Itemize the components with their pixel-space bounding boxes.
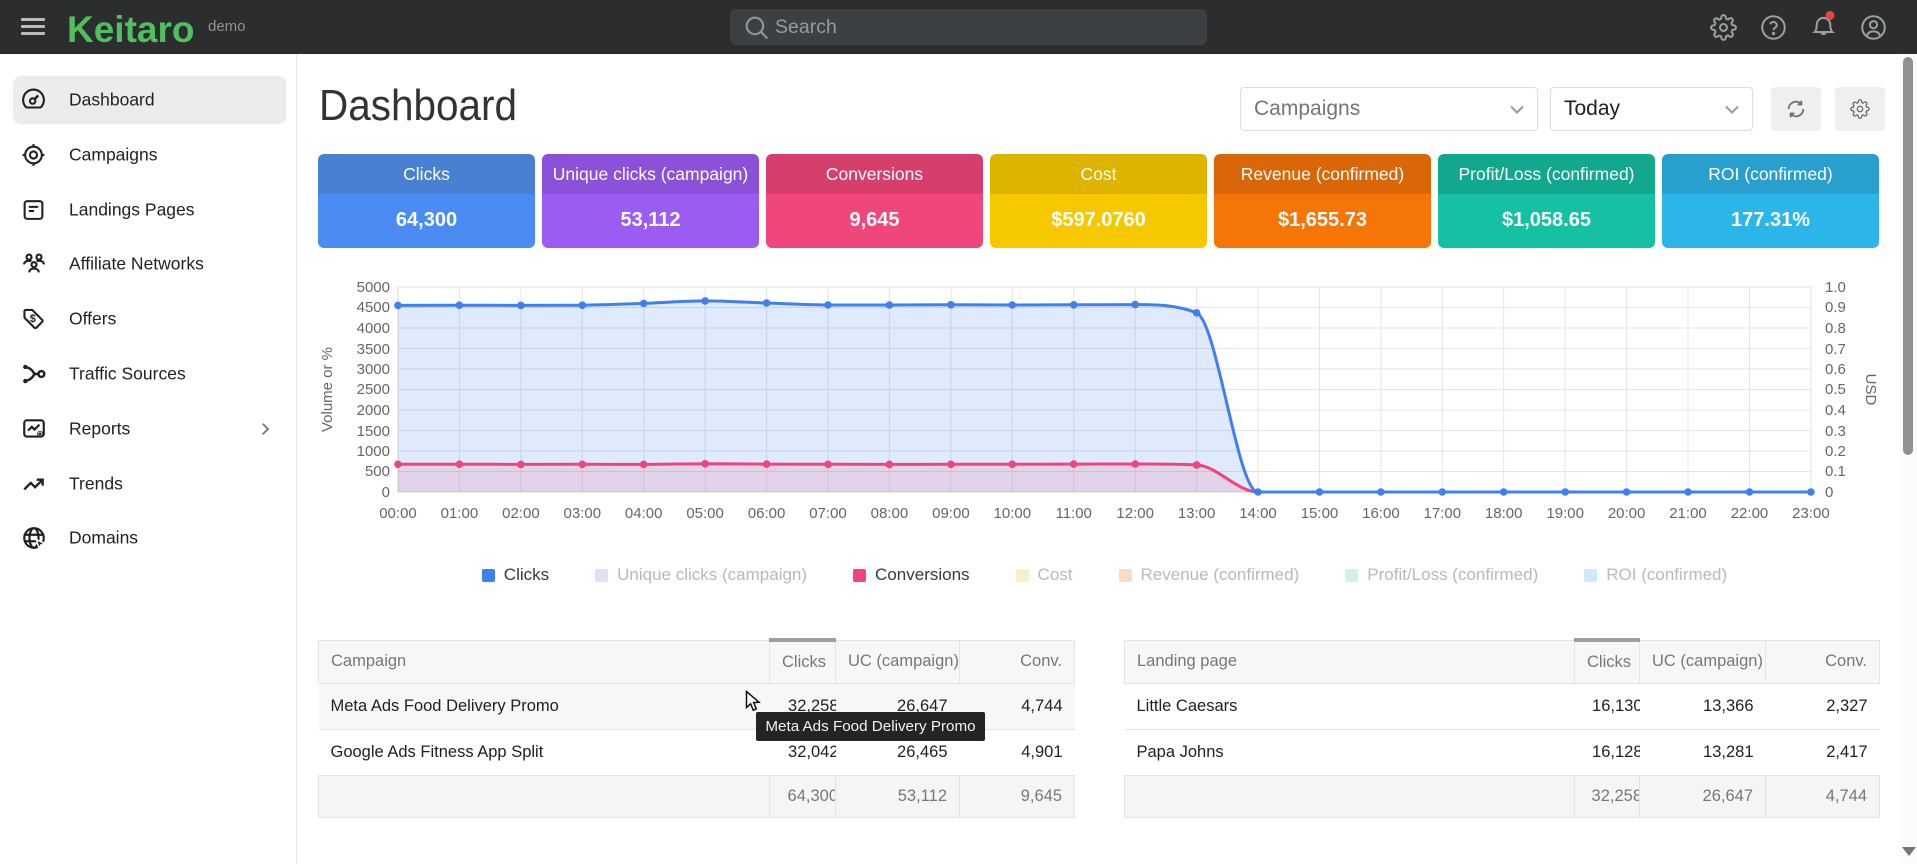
svg-text:05:00: 05:00 — [686, 505, 724, 522]
svg-text:18:00: 18:00 — [1485, 505, 1523, 522]
svg-text:0.9: 0.9 — [1825, 299, 1846, 316]
svg-text:23:00: 23:00 — [1792, 505, 1830, 522]
svg-text:03:00: 03:00 — [564, 505, 602, 522]
svg-text:09:00: 09:00 — [932, 505, 970, 522]
svg-text:15:00: 15:00 — [1301, 505, 1339, 522]
svg-text:0.5: 0.5 — [1825, 381, 1846, 398]
svg-text:500: 500 — [365, 463, 390, 480]
svg-text:0.2: 0.2 — [1825, 443, 1846, 460]
svg-text:11:00: 11:00 — [1055, 505, 1091, 522]
svg-text:0: 0 — [382, 484, 390, 501]
svg-text:3000: 3000 — [357, 361, 390, 378]
svg-text:1000: 1000 — [357, 443, 390, 460]
svg-text:0.1: 0.1 — [1825, 463, 1846, 480]
svg-text:12:00: 12:00 — [1116, 505, 1154, 522]
svg-text:22:00: 22:00 — [1731, 505, 1769, 522]
svg-text:0.6: 0.6 — [1825, 361, 1846, 378]
svg-text:01:00: 01:00 — [441, 505, 479, 522]
svg-text:4000: 4000 — [357, 320, 390, 337]
svg-text:21:00: 21:00 — [1669, 505, 1707, 522]
svg-text:3500: 3500 — [357, 341, 390, 358]
svg-text:Volume or %: Volume or % — [319, 347, 336, 432]
svg-text:0.8: 0.8 — [1825, 320, 1846, 337]
svg-text:04:00: 04:00 — [625, 505, 663, 522]
svg-text:13:00: 13:00 — [1178, 505, 1216, 522]
svg-text:$: $ — [30, 313, 36, 325]
svg-text:16:00: 16:00 — [1362, 505, 1400, 522]
svg-text:2000: 2000 — [357, 402, 390, 419]
svg-text:USD: USD — [1862, 374, 1879, 406]
svg-text:08:00: 08:00 — [871, 505, 909, 522]
svg-text:10:00: 10:00 — [994, 505, 1032, 522]
svg-text:1.0: 1.0 — [1825, 279, 1846, 296]
svg-text:0.7: 0.7 — [1825, 341, 1846, 358]
svg-text:5000: 5000 — [357, 279, 390, 296]
svg-text:0.3: 0.3 — [1825, 423, 1846, 440]
svg-text:0.4: 0.4 — [1825, 402, 1846, 419]
svg-text:20:00: 20:00 — [1608, 505, 1646, 522]
svg-text:0: 0 — [1825, 484, 1833, 501]
svg-text:17:00: 17:00 — [1424, 505, 1462, 522]
svg-text:4500: 4500 — [357, 299, 390, 316]
svg-text:07:00: 07:00 — [809, 505, 847, 522]
svg-text:00:00: 00:00 — [379, 505, 417, 522]
svg-text:2500: 2500 — [357, 381, 390, 398]
svg-text:1500: 1500 — [357, 423, 390, 440]
svg-text:19:00: 19:00 — [1546, 505, 1584, 522]
svg-text:02:00: 02:00 — [502, 505, 540, 522]
svg-text:14:00: 14:00 — [1239, 505, 1277, 522]
svg-text:06:00: 06:00 — [748, 505, 786, 522]
